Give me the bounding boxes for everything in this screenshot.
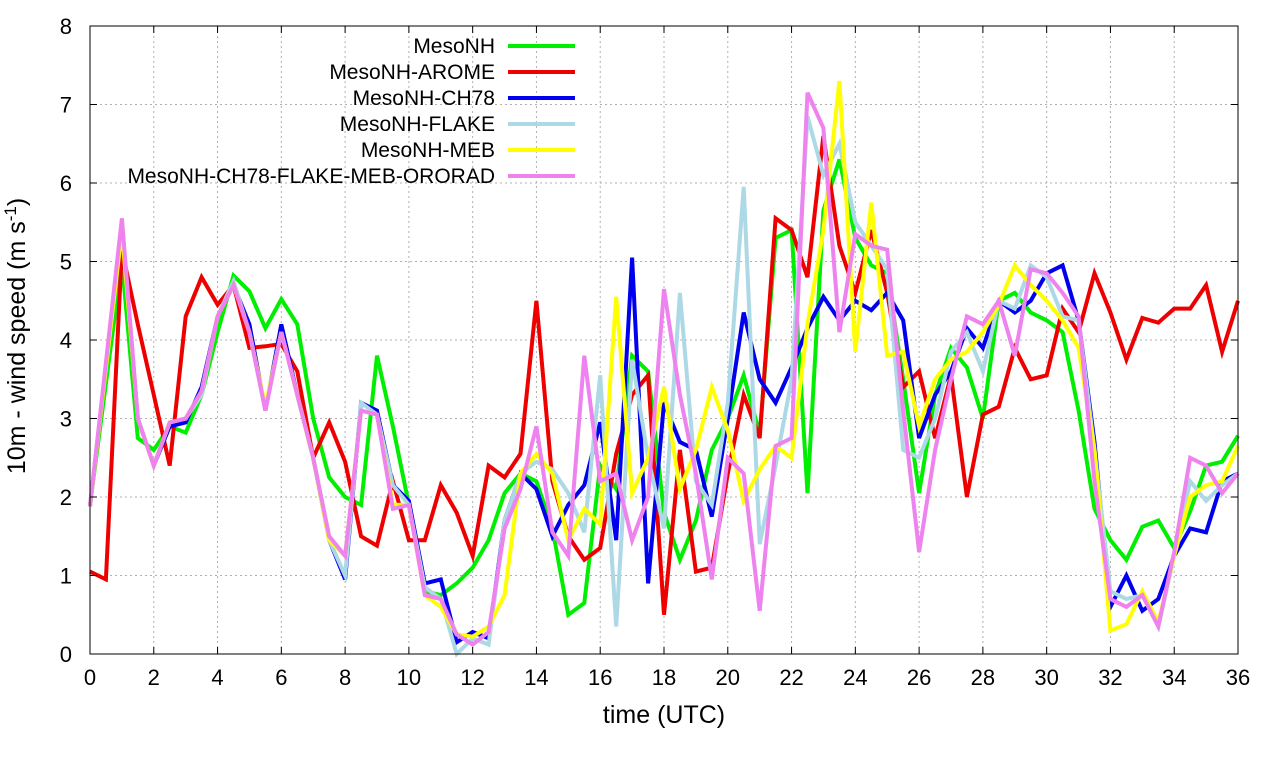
legend-label-4: MesoNH-MEB [361,139,495,162]
y-tick-label: 4 [60,328,72,353]
y-tick-label: 7 [60,93,72,118]
y-axis-title: 10m - wind speed (m s-1) [1,198,31,474]
x-tick-label: 30 [1034,665,1058,690]
y-tick-label: 2 [60,485,72,510]
legend: MesoNH MesoNH-AROME MesoNH-CH78 MesoNH-FLAK… [127,35,575,188]
x-tick-label: 14 [524,665,548,690]
y-tick-label: 1 [60,564,72,589]
x-tick-label: 26 [907,665,931,690]
series-line-2 [88,225,1239,646]
x-tick-label: 36 [1226,665,1250,690]
y-tick-label: 6 [60,171,72,196]
y-axis-title-main: 10m - wind speed (m s [3,221,31,474]
legend-label-3: MesoNH-FLAKE [340,113,495,136]
y-axis-title-superscript: -1 [1,206,20,221]
x-tick-label: 0 [84,665,96,690]
x-tick-label: 4 [211,665,223,690]
x-axis-title: time (UTC) [603,701,725,729]
x-tick-label: 8 [339,665,351,690]
series-line-1 [89,135,1240,615]
legend-label-1: MesoNH-AROME [329,61,495,84]
x-tick-label: 32 [1098,665,1122,690]
x-tick-label: 2 [148,665,160,690]
y-tick-label: 8 [60,14,72,39]
x-tick-label: 24 [843,665,867,690]
legend-label-5: MesoNH-CH78-FLAKE-MEB-ORORAD [127,165,495,188]
x-tick-label: 20 [716,665,740,690]
x-tick-label: 10 [397,665,421,690]
y-tick-label: 0 [60,642,72,667]
legend-label-0: MesoNH [413,35,495,58]
x-tick-label: 22 [779,665,803,690]
series-lines [88,80,1240,658]
y-tick-label: 5 [60,250,72,275]
series-line-5 [88,91,1240,648]
legend-label-2: MesoNH-CH78 [353,87,495,110]
y-axis-title-end: ) [3,198,31,206]
x-tick-label: 16 [588,665,612,690]
x-tick-label: 6 [275,665,287,690]
x-tick-label: 18 [652,665,676,690]
x-tick-label: 12 [460,665,484,690]
x-tick-label: 28 [971,665,995,690]
axis-ticks: 0 2 4 6 8 10 12 14 16 18 20 22 24 26 28 30 32 34 360123456… [60,14,1250,690]
x-tick-label: 34 [1162,665,1186,690]
y-tick-label: 3 [60,407,72,432]
